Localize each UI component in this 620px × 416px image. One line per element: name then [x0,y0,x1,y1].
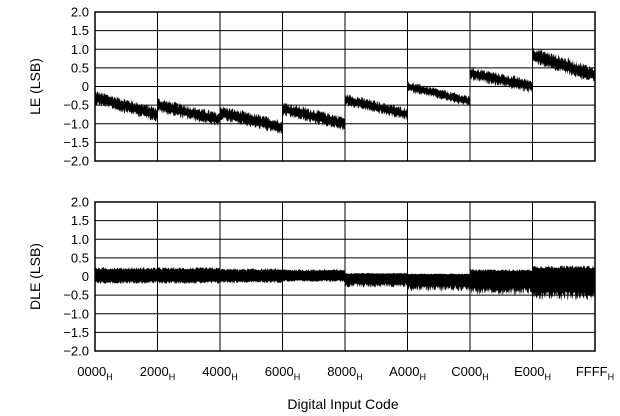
y-tick-label: 0.5 [71,250,89,265]
y-tick-label: −2.0 [63,344,89,359]
x-tick-label: 6000H [265,364,300,382]
trace-segment [532,265,595,301]
y-tick-label: −0.5 [63,288,89,303]
x-tick-label: FFFFH [576,364,614,382]
y-tick-label: 0 [82,79,89,94]
x-tick-label: A000H [389,364,426,382]
x-axis-tick-labels: 0000H 2000H 4000H 6000H 8000H A000H C000H E000H… [77,364,614,382]
y-tick-label: −1.0 [63,116,89,131]
y-tick-label: −1.5 [63,135,89,150]
plot-frame [94,201,596,352]
y-tick-label: 1.0 [71,232,89,247]
y-axis-label: LE (LSB) [27,58,43,115]
dle-chart: 2.0 1.5 1.0 0.5 0 −0.5 −1.0 −1.5 −2.0 DLE (LSB) [27,195,596,359]
trace-segment [532,47,595,82]
data-series [95,47,595,135]
x-tick-label: E000H [514,364,551,382]
trace-segment [345,272,408,288]
plot-frame [94,11,596,162]
trace-segment [407,81,470,107]
x-tick-label: 0000H [77,364,112,382]
y-tick-label: 0.5 [71,60,89,75]
y-tick-label: 0 [82,269,89,284]
x-tick-label: 8000H [327,364,362,382]
x-tick-label: 2000H [140,364,175,382]
x-axis-label: Digital Input Code [287,396,399,412]
trace-segment [470,269,533,296]
trace-segment [220,106,283,135]
trace-segment [282,102,345,131]
trace-segment [157,98,220,127]
y-tick-label: −1.0 [63,306,89,321]
trace-segment [345,93,408,121]
y-tick-label: −0.5 [63,98,89,113]
trace-segment [407,273,470,292]
y-tick-label: −2.0 [63,154,89,169]
y-axis-label: DLE (LSB) [27,243,43,310]
y-tick-label: 1.0 [71,42,89,57]
trace-segment [157,267,220,284]
data-series [95,256,595,301]
trace-segment [282,269,345,283]
trace-segment [220,268,283,284]
trace-segment [470,67,533,94]
le-chart: 2.0 1.5 1.0 0.5 0 −0.5 −1.0 −1.5 −2.0 LE (LSB) [27,5,596,169]
y-tick-label: 1.5 [71,213,89,228]
trace-segment [95,91,158,122]
x-tick-label: 4000H [202,364,237,382]
y-tick-label: 2.0 [71,195,89,210]
trace-segment [95,267,158,284]
y-tick-label: 1.5 [71,23,89,38]
y-tick-label: −1.5 [63,325,89,340]
x-tick-label: C000H [451,364,489,382]
y-tick-label: 2.0 [71,5,89,20]
